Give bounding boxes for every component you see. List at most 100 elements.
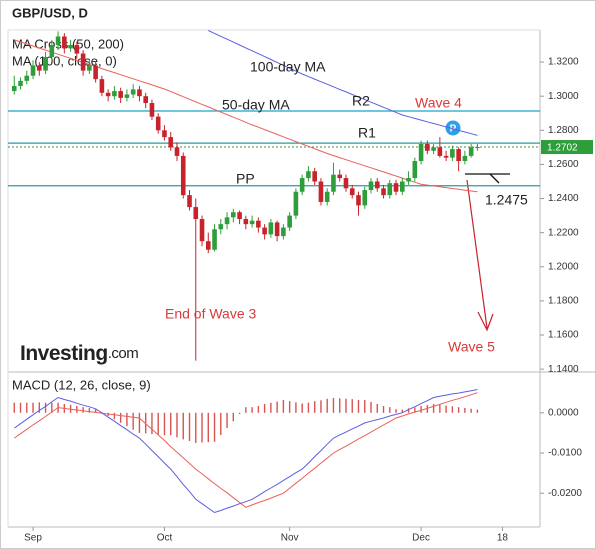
candle-body [381, 188, 386, 196]
histogram-bar [195, 412, 197, 443]
y-tick-label: -0.0100 [548, 448, 582, 459]
candle-body [18, 80, 23, 86]
candle-body [299, 178, 305, 192]
histogram-bar [295, 402, 297, 413]
y-tick-label: 1.1600 [548, 330, 579, 341]
candle-body [43, 56, 48, 71]
histogram-bar [407, 408, 410, 413]
candle-body [462, 155, 468, 162]
histogram-bar [19, 402, 22, 413]
histogram-bar [238, 412, 241, 415]
candle-body [374, 181, 380, 189]
x-tick-label: Sep [24, 533, 42, 544]
histogram-bar [76, 405, 78, 413]
candle-body [412, 161, 418, 179]
candle-body [11, 85, 17, 92]
pivot-badge [445, 120, 461, 136]
histogram-bar [445, 405, 447, 413]
pp-pointer [489, 173, 500, 184]
x-tick-label: 18 [497, 533, 509, 544]
histogram-bar [464, 407, 466, 413]
candle-body [468, 147, 474, 156]
candle-body [287, 215, 292, 228]
histogram-bar [51, 402, 53, 413]
candle-body [168, 137, 174, 148]
candle-body [105, 92, 111, 97]
histogram-bar [151, 412, 153, 435]
x-tick-label: Dec [412, 533, 430, 544]
histogram-bar [332, 397, 335, 413]
candle-body [174, 147, 180, 156]
histogram-bar [170, 412, 172, 436]
candle-body [162, 130, 167, 138]
histogram-bar [232, 412, 235, 422]
level-label: R2 [352, 93, 370, 109]
candle-body [24, 75, 30, 81]
histogram-bar [376, 403, 378, 413]
histogram-bar [113, 412, 116, 420]
candle-body [224, 217, 230, 225]
candle-body [205, 241, 211, 250]
chart-title: GBP/USD, D [12, 5, 88, 20]
wave-arrow-head [477, 311, 494, 332]
histogram-bar [426, 405, 429, 413]
candle-body [306, 171, 311, 179]
histogram-bar [213, 412, 216, 442]
histogram-bar [401, 409, 404, 413]
y-tick-label: 0.0000 [548, 407, 579, 418]
histogram-bar [138, 412, 141, 433]
y-tick-label: 1.2000 [548, 261, 579, 272]
last-price-label: 1.2702 [547, 143, 578, 154]
histogram-bar [207, 412, 209, 443]
candle-body [400, 181, 405, 192]
level-label: PP [236, 171, 255, 187]
y-tick-label: 1.3200 [548, 57, 579, 68]
candle-body [356, 195, 361, 206]
candle-body [256, 220, 261, 228]
histogram-bar [470, 408, 472, 413]
histogram-bar [26, 402, 28, 413]
histogram-bar [263, 403, 266, 413]
histogram-bar [270, 402, 272, 413]
candle-body [62, 36, 67, 49]
candle-body [443, 155, 449, 158]
y-tick-label: 1.1800 [548, 296, 579, 307]
histogram-bar [382, 405, 385, 413]
candle-body [112, 91, 117, 97]
candle-body [30, 65, 36, 76]
histogram-bar [320, 400, 322, 413]
x-tick-label: Oct [157, 533, 173, 544]
histogram-bar [257, 405, 260, 413]
candle-body [387, 183, 393, 196]
histogram-bar [126, 412, 128, 427]
candle-body [450, 149, 455, 158]
annotation: 100-day MA [250, 59, 326, 75]
histogram-bar [88, 407, 91, 413]
y-tick-label: 1.1400 [548, 364, 579, 375]
candle-body [406, 178, 411, 182]
histogram-bar [439, 404, 441, 413]
candle-body [68, 45, 73, 49]
candle-body [237, 212, 242, 220]
candle-body [231, 212, 236, 218]
level-label: R1 [358, 125, 376, 141]
y-tick-label: 1.2400 [548, 193, 579, 204]
histogram-bar [357, 399, 360, 413]
histogram-bar [420, 405, 422, 413]
candle-body [281, 227, 286, 237]
candle-body [124, 94, 130, 98]
candle-body [293, 191, 299, 216]
candle-body [368, 181, 374, 191]
candle-body [343, 178, 349, 189]
candle-body [80, 53, 86, 71]
histogram-bar [163, 412, 166, 436]
candle-body [249, 220, 255, 225]
annotation: Wave 5 [448, 339, 495, 355]
y-tick-label: -0.0200 [548, 488, 582, 499]
candle-body [337, 174, 343, 179]
histogram-bar [251, 407, 253, 413]
candle-body [55, 36, 61, 46]
histogram-bar [414, 407, 416, 413]
histogram-bar [457, 407, 460, 413]
